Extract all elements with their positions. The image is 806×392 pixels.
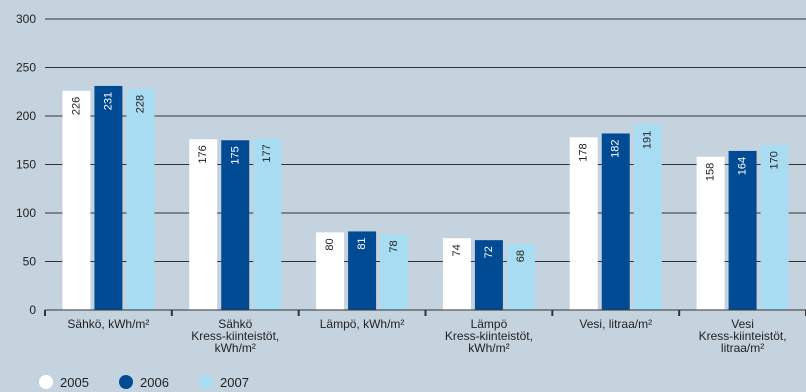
y-tick-label: 150 <box>16 158 36 172</box>
legend-swatch <box>119 375 133 389</box>
bar-value-label: 175 <box>229 146 241 164</box>
bar <box>569 137 598 310</box>
legend-label: 2005 <box>60 375 89 390</box>
grid-lines <box>45 18 806 262</box>
bar-value-label: 191 <box>642 131 654 149</box>
legend-swatch <box>39 375 53 389</box>
y-tick-label: 50 <box>23 255 37 269</box>
bar-value-label: 228 <box>134 95 146 113</box>
bar <box>474 240 503 310</box>
bar-value-label: 231 <box>102 92 114 110</box>
bar <box>442 238 471 310</box>
x-category-label: kWh/m² <box>215 341 256 355</box>
bar-value-label: 74 <box>451 244 463 256</box>
bar <box>189 139 218 310</box>
bar <box>633 124 662 310</box>
bar <box>253 138 282 310</box>
x-category-label: Vesi <box>731 317 754 331</box>
x-category-label: Kress-kiinteistöt, <box>445 329 533 343</box>
bar <box>760 145 789 310</box>
bar <box>94 85 123 311</box>
x-axis: Sähkö, kWh/m² SähköKress-kiinteistöt,kWh/… <box>44 309 806 355</box>
y-tick-label: 100 <box>16 206 36 220</box>
x-category-label: Lämpö, kWh/m² <box>320 317 405 331</box>
legend-label: 2007 <box>220 375 249 390</box>
y-tick-label: 0 <box>29 303 36 317</box>
x-category-label: Kress-kiinteistöt, <box>191 329 279 343</box>
bar <box>348 231 377 310</box>
bar <box>221 140 250 310</box>
x-category-label: Sähkö <box>218 317 252 331</box>
bar-value-label: 72 <box>483 246 495 258</box>
legend: 2005 2006 2007 <box>39 375 249 390</box>
bar-value-label: 80 <box>324 238 336 250</box>
bar <box>316 232 345 310</box>
bar-value-label: 176 <box>197 145 209 163</box>
legend-swatch <box>199 375 213 389</box>
y-axis-ticks: 0 50 100 150 200 250 300 <box>16 12 36 317</box>
bar <box>728 150 757 310</box>
bar-value-label: 158 <box>705 163 717 181</box>
bar <box>380 234 409 310</box>
bar-value-label: 177 <box>261 144 273 162</box>
bar-value-label: 226 <box>70 97 82 115</box>
bars: 226 231 228 176 175 177 80 81 78 74 72 68 178 182 191 1… <box>62 85 789 311</box>
bar <box>126 88 155 310</box>
bar-value-label: 68 <box>515 250 527 262</box>
x-category-label: Vesi, litraa/m² <box>579 317 652 331</box>
bar-value-label: 178 <box>578 143 590 161</box>
x-category-label: Lämpö <box>471 317 508 331</box>
y-tick-label: 200 <box>16 109 36 123</box>
bar <box>506 244 535 310</box>
bar <box>601 133 630 310</box>
y-tick-label: 250 <box>16 61 36 75</box>
y-tick-label: 300 <box>16 12 36 26</box>
bar-value-label: 164 <box>737 157 749 175</box>
bar-value-label: 81 <box>356 237 368 249</box>
x-category-label: kWh/m² <box>468 341 509 355</box>
x-category-label: Sähkö, kWh/m² <box>67 317 149 331</box>
bar-value-label: 170 <box>769 151 781 169</box>
bar <box>62 90 91 310</box>
bar-value-label: 182 <box>610 139 622 157</box>
bar <box>696 156 725 310</box>
legend-label: 2006 <box>140 375 169 390</box>
x-category-label: litraa/m² <box>721 341 764 355</box>
bar-value-label: 78 <box>388 240 400 252</box>
x-category-label: Kress-kiinteistöt, <box>699 329 787 343</box>
